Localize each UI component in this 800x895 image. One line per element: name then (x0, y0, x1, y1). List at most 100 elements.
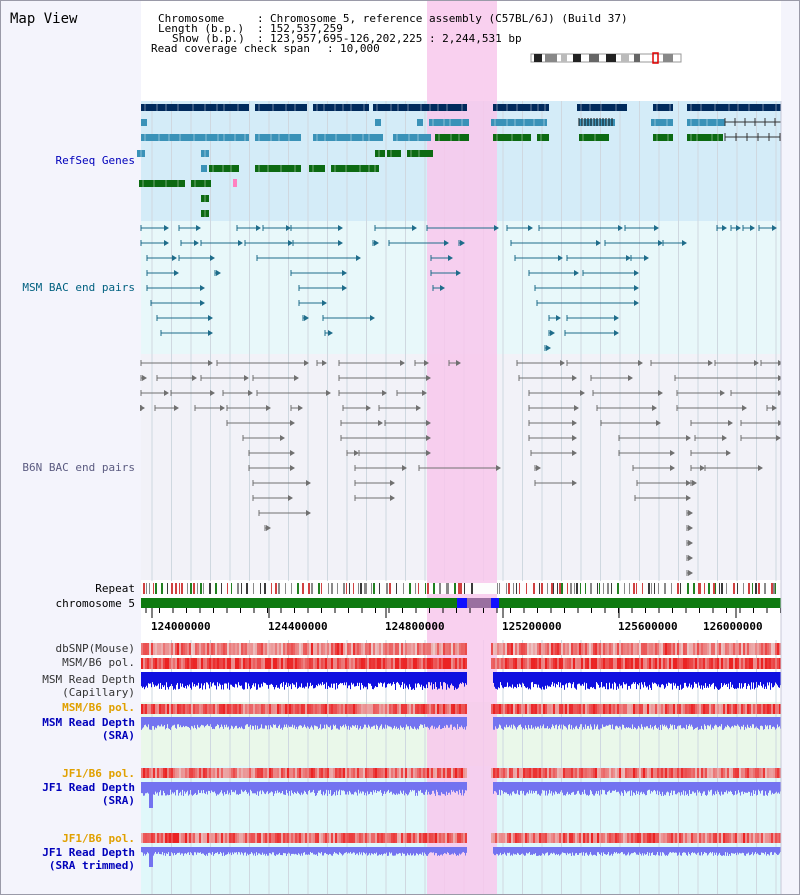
msm-capillary-depth-bar (516, 672, 517, 689)
msm-sra-depth-bar (317, 717, 318, 727)
msm-sra-depth-bar (396, 717, 397, 727)
msm-pol-sra-heat-cell (457, 704, 459, 714)
msm-sra-depth-bar (562, 717, 563, 730)
msm-sra-depth-bar (547, 717, 548, 727)
msm-capillary-depth-bar (168, 672, 169, 690)
jf1-sra-depth-bar (493, 782, 494, 794)
msm-pol-sra-heat-cell (271, 704, 273, 714)
jf1-pol-heat-cell (575, 768, 577, 778)
msm-sra-depth-bar (538, 717, 539, 727)
jf1-sra-depth-bar (693, 782, 694, 792)
jf1-pol-trim-heat-cell (667, 833, 669, 843)
dbsnp-heat-cell (659, 643, 661, 655)
jf1-trim-depth-bar (306, 847, 307, 855)
jf1-sra-depth-bar (193, 782, 194, 795)
msm-pol-sra-heat-cell (769, 704, 771, 714)
msm-sra-depth-bar (418, 717, 419, 730)
msm-sra-depth-bar (607, 717, 608, 726)
refseq-gene (331, 165, 379, 172)
jf1-trim-depth-bar (506, 847, 507, 856)
jf1-trim-depth-bar (405, 847, 406, 856)
jf1-sra-depth-bar (758, 782, 759, 790)
jf1-pol-trim-heat-cell (371, 833, 373, 843)
dbsnp-heat-cell (353, 643, 355, 655)
msm-pol-sra-heat-cell (223, 704, 225, 714)
dbsnp-heat-cell (425, 643, 427, 655)
msm-sra-depth-bar (237, 717, 238, 729)
ideogram-band (534, 54, 542, 62)
jf1-trim-depth-bar (329, 847, 330, 854)
msm-capillary-depth-bar (213, 672, 214, 683)
msm-pol-heat-cell (347, 658, 349, 669)
b6n-bac-pair-arrow (290, 450, 295, 456)
msm-capillary-depth-bar (715, 672, 716, 687)
msm-sra-depth-bar (688, 717, 689, 726)
msm-sra-depth-bar (354, 717, 355, 727)
dbsnp-heat-cell (295, 643, 297, 655)
msm-capillary-depth-bar (717, 672, 718, 690)
jf1-sra-depth-bar (270, 782, 271, 793)
jf1-pol-trim-heat-cell (729, 833, 731, 843)
jf1-trim-depth-bar (538, 847, 539, 856)
jf1-pol-heat-cell (167, 768, 169, 778)
msm-capillary-depth-bar (541, 672, 542, 690)
msm-sra-depth-bar (677, 717, 678, 727)
jf1-sra-depth-bar (545, 782, 546, 796)
msm-sra-depth-bar (298, 717, 299, 727)
jf1-pol-trim-heat-cell (753, 833, 755, 843)
msm-sra-depth-bar (635, 717, 636, 729)
msm-sra-depth-bar (267, 717, 268, 730)
jf1-trim-depth-bar (727, 847, 728, 853)
msm-pol-sra-heat-cell (503, 704, 505, 714)
msm-sra-depth-bar (545, 717, 546, 729)
jf1-sra-depth-bar (241, 782, 242, 790)
jf1-trim-depth-bar (171, 847, 172, 853)
msm-pol-sra-heat-cell (717, 704, 719, 714)
msm-pol-heat-cell (575, 658, 577, 669)
msm-capillary-depth-bar (423, 672, 424, 687)
jf1-pol-trim-heat-cell (295, 833, 297, 843)
msm-capillary-depth-bar (330, 672, 331, 688)
msm-sra-depth-bar (778, 717, 779, 728)
jf1-pol-trim-heat-cell (417, 833, 419, 843)
jf1-sra-depth-bar (180, 782, 181, 792)
dbsnp-heat-cell (263, 643, 265, 655)
dbsnp-heat-cell (437, 643, 439, 655)
jf1-trim-depth-bar (357, 847, 358, 854)
jf1-trim-depth-bar (168, 847, 169, 853)
jf1-sra-depth-bar (254, 782, 255, 794)
jf1-sra-depth-bar (226, 782, 227, 794)
jf1-sra-depth-bar (420, 782, 421, 790)
jf1-pol-heat-cell (365, 768, 367, 778)
jf1-pol-trim-heat-cell (779, 833, 781, 843)
jf1-sra-depth-bar (461, 782, 462, 796)
jf1-trim-depth-bar (511, 847, 512, 855)
dbsnp-heat-cell (613, 643, 615, 655)
msm-pol-heat-cell (423, 658, 425, 669)
jf1-trim-depth-bar (531, 847, 532, 855)
jf1-pol-heat-cell (401, 768, 403, 778)
msm-sra-depth-bar (525, 717, 526, 726)
jf1-sra-depth-bar (154, 782, 155, 795)
msm-capillary-depth-bar (171, 672, 172, 684)
msm-sra-depth-bar (281, 717, 282, 728)
jf1-sra-depth-bar (164, 782, 165, 793)
msm-capillary-depth-bar (208, 672, 209, 685)
msm-capillary-depth-bar (510, 672, 511, 687)
jf1-trim-depth-bar (609, 847, 610, 856)
dbsnp-heat-cell (387, 643, 389, 655)
jf1-pol-heat-cell (255, 768, 257, 778)
dbsnp-heat-cell (255, 643, 257, 655)
msm-pol-sra-heat-cell (613, 704, 615, 714)
jf1-sra-depth-bar (763, 782, 764, 796)
jf1-sra-depth-bar (392, 782, 393, 795)
msm-pol-heat-cell (419, 658, 421, 669)
jf1-pol-trim-heat-cell (339, 833, 341, 843)
msm-sra-depth-bar (390, 717, 391, 727)
msm-sra-depth-bar (263, 717, 264, 729)
msm-capillary-depth-bar (248, 672, 249, 684)
jf1-trim-depth-bar (153, 847, 154, 856)
msm-sra-depth-bar (552, 717, 553, 725)
msm-pol-heat-cell (289, 658, 291, 669)
